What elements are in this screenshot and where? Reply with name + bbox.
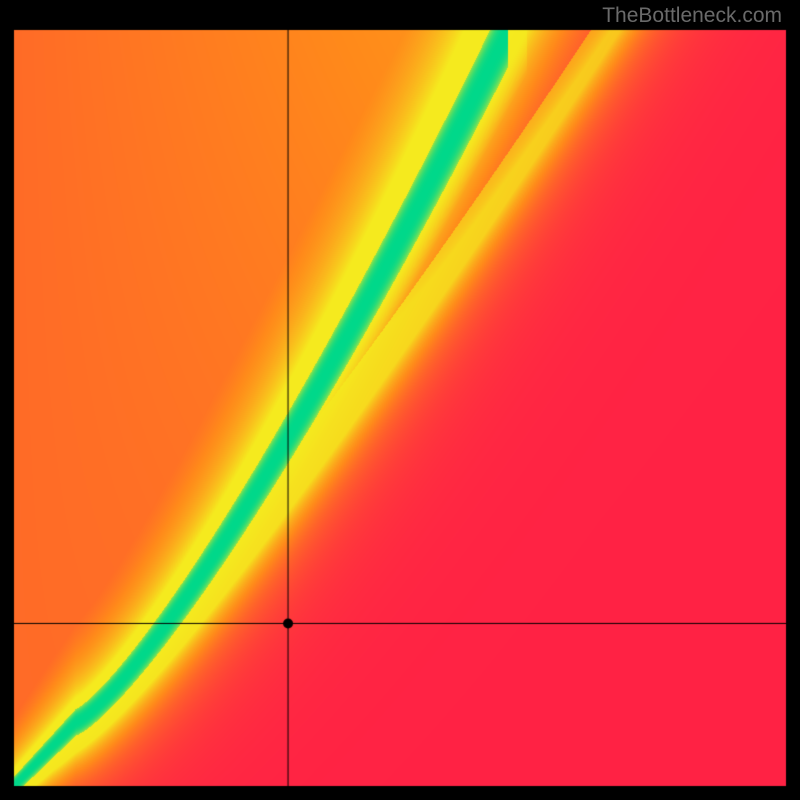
heatmap-canvas [0, 0, 800, 800]
chart-container: TheBottleneck.com [0, 0, 800, 800]
watermark-text: TheBottleneck.com [602, 4, 782, 28]
